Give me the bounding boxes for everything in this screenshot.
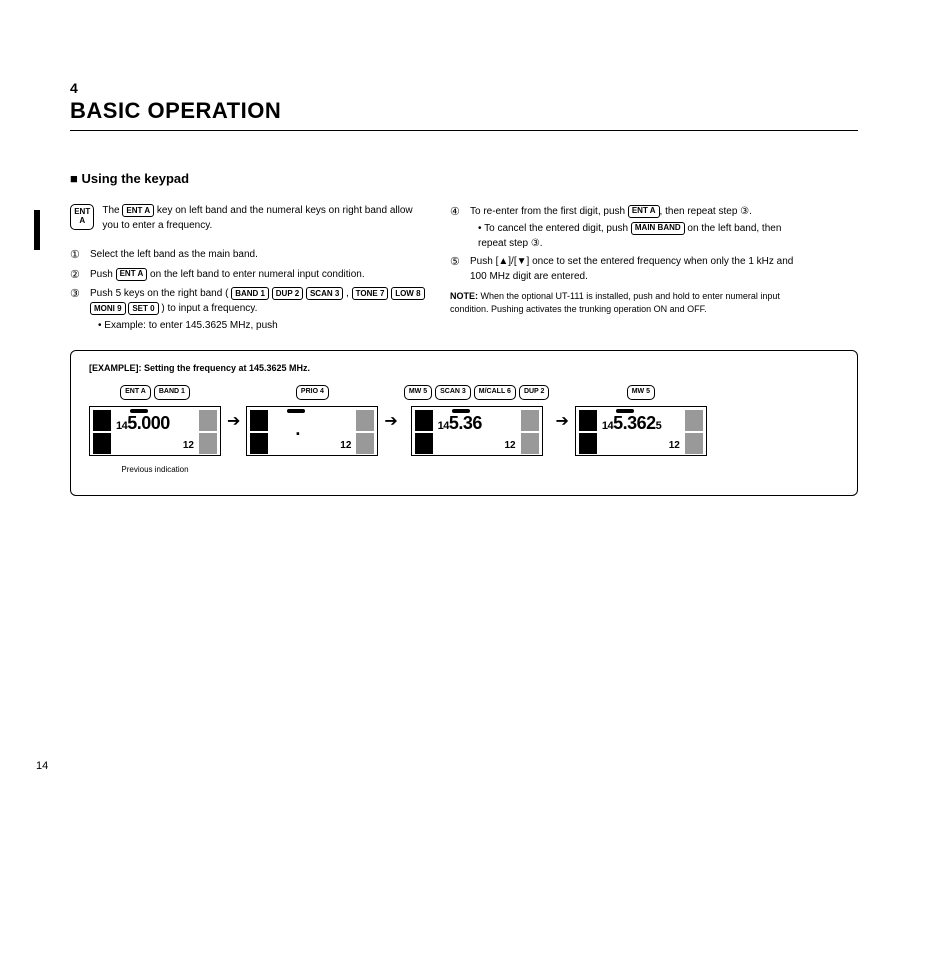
steps-left: ① Select the left band as the main band.… [70,247,430,333]
step-num: ① [70,247,84,264]
arrow-icon: ➔ [384,411,397,449]
content-columns: ENTA The ENT A key on left band and the … [70,204,858,336]
btn-inline: BAND 1 [231,287,269,300]
step-5: ⑤ Push [▲]/[▼] once to set the entered f… [450,254,810,284]
btn-inline: SCAN 3 [306,287,343,300]
page-number: 14 [36,760,48,772]
intro-before: The [102,205,122,216]
button-row: MW 5 [627,383,655,401]
arrow-icon: ➔ [227,411,240,449]
text: , [346,288,352,299]
text: • To cancel the entered digit, push [478,223,631,234]
text: on the left band to enter numeral input … [147,269,364,280]
arrow-icon: ➔ [555,411,568,449]
lcd-sub: 12 [340,440,351,451]
sub-bullet: • To cancel the entered digit, push MAIN… [478,221,810,251]
step-body: Select the left band as the main band. [90,247,430,264]
lcd-display: 145.36 12 [411,406,543,456]
column-left: ENTA The ENT A key on left band and the … [70,204,430,336]
lcd-frequency: 145.3625 [602,413,682,434]
example-diagram: [EXAMPLE]: Setting the frequency at 145.… [70,350,858,496]
text: , then repeat step ③. [660,206,752,217]
key-button: SCAN 3 [435,385,471,400]
btn-inline: DUP 2 [272,287,303,300]
btn-inline: ENT A [116,268,148,281]
lcd-frequency: 145.000 [116,413,196,434]
text: To re-enter from the first digit, push [470,206,628,217]
step-num: ③ [70,286,84,333]
up-triangle-icon: ▲ [498,256,508,267]
btn-inline: ENT A [628,205,660,218]
btn-inline: MAIN BAND [631,222,685,235]
diagram-row: ENT ABAND 1 145.000 12 Previous indication ➔… [89,383,839,477]
key-button: M/CALL 6 [474,385,516,400]
lcd-sub: 12 [183,440,194,451]
button-row: PRIO 4 [296,383,329,401]
step-4: ④ To re-enter from the first digit, push… [450,204,810,251]
chapter-number: 4 [70,80,858,96]
key-button: MW 5 [404,385,432,400]
btn-inline: SET 0 [128,302,158,315]
ent-a-inline: ENT A [122,204,154,217]
note-label: NOTE: [450,291,478,301]
text: Push [90,269,116,280]
btn-inline: MONI 9 [90,302,126,315]
note: NOTE: When the optional UT-111 is instal… [450,290,810,315]
step-num: ④ [450,204,464,251]
lcd-sub: 12 [669,440,680,451]
intro-block: ENTA The ENT A key on left band and the … [70,204,430,233]
column-right: ④ To re-enter from the first digit, push… [450,204,810,336]
key-button: DUP 2 [519,385,550,400]
step-num: ② [70,267,84,284]
sidebar-tab [34,210,40,250]
lcd-frequency: 145.36 [438,413,518,434]
step-2: ② Push ENT A on the left band to enter n… [70,267,430,284]
step-num: ⑤ [450,254,464,284]
btn-inline: LOW 8 [391,287,424,300]
step-1: ① Select the left band as the main band. [70,247,430,264]
step-body: Push [▲]/[▼] once to set the entered fre… [470,254,810,284]
key-button: PRIO 4 [296,385,329,400]
chapter-header: 4 BASIC OPERATION [70,80,858,131]
btn-inline: TONE 7 [352,287,389,300]
text: Push 5 keys on the right band ( [90,288,228,299]
steps-right: ④ To re-enter from the first digit, push… [450,204,810,284]
button-row: ENT ABAND 1 [120,383,190,401]
intro-text: The ENT A key on left band and the numer… [102,204,430,233]
section-title: ■ Using the keypad [70,171,858,186]
lcd-sub: 12 [505,440,516,451]
lcd-display: 145.000 12 [89,406,221,456]
key-button: ENT A [120,385,151,400]
diagram-title: [EXAMPLE]: Setting the frequency at 145.… [89,363,839,373]
lcd-dot: . [295,419,300,440]
text: ) to input a frequency. [161,303,257,314]
ent-a-button-icon: ENTA [70,204,94,230]
text: Push [ [470,256,498,267]
chapter-title: BASIC OPERATION [70,98,858,124]
step-body: Push ENT A on the left band to enter num… [90,267,430,284]
down-triangle-icon: ▼ [517,256,527,267]
button-row: MW 5SCAN 3M/CALL 6DUP 2 [404,383,550,401]
key-button: BAND 1 [154,385,190,400]
diagram-step: MW 5 145.3625 12 [575,383,707,477]
step-body: To re-enter from the first digit, push E… [470,204,810,251]
lcd-display: . 12 [246,406,378,456]
step-3: ③ Push 5 keys on the right band ( BAND 1… [70,286,430,333]
diagram-step: MW 5SCAN 3M/CALL 6DUP 2145.3612 [404,383,550,477]
lcd-display: 145.3625 12 [575,406,707,456]
sub-bullet: • Example: to enter 145.3625 MHz, push [98,318,430,333]
note-text: When the optional UT-111 is installed, p… [450,291,780,314]
step-body: Push 5 keys on the right band ( BAND 1 D… [90,286,430,333]
diagram-step: ENT ABAND 1 145.000 12 Previous indication [89,383,221,477]
key-button: MW 5 [627,385,655,400]
text: ]/[ [508,256,516,267]
diagram-step: PRIO 4. 12 [246,383,378,477]
lcd-caption: Previous indication [121,465,188,477]
